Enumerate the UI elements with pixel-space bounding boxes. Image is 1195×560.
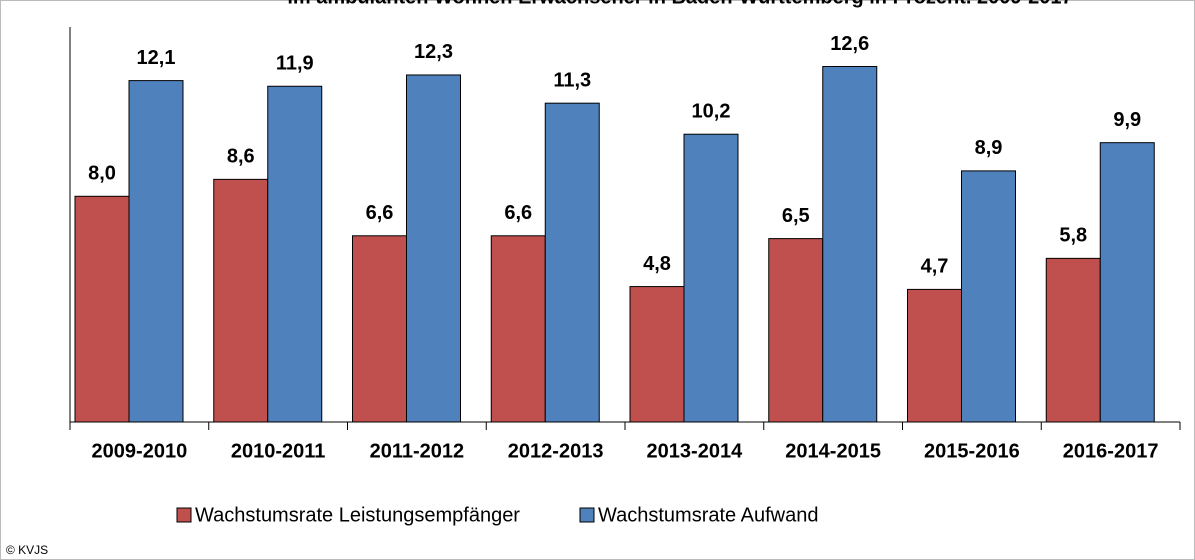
bar xyxy=(1099,142,1155,423)
chart-title: im ambulanten Wohnen Erwachsener in Bade… xyxy=(287,0,1072,8)
data-label: 10,2 xyxy=(692,100,731,122)
data-label: 12,3 xyxy=(414,41,453,63)
legend-swatch xyxy=(176,507,192,523)
data-label: 4,7 xyxy=(921,256,949,278)
x-tick-label: 2011-2012 xyxy=(370,440,465,462)
x-tick-label: 2014-2015 xyxy=(785,440,881,462)
data-label: 12,6 xyxy=(830,33,869,55)
x-tick-label: 2012-2013 xyxy=(508,440,604,462)
bar xyxy=(907,288,962,423)
x-tick-label: 2016-2017 xyxy=(1063,440,1159,462)
source-note: © KVJS xyxy=(6,543,48,557)
bar xyxy=(822,66,878,423)
data-label: 12,1 xyxy=(137,47,176,69)
data-label: 11,3 xyxy=(553,69,591,91)
x-tick-label: 2010-2011 xyxy=(231,440,326,462)
data-label: 8,9 xyxy=(975,137,1003,159)
bar xyxy=(74,195,130,423)
bar xyxy=(213,178,269,423)
data-label: 6,6 xyxy=(366,202,394,224)
bar xyxy=(629,286,685,423)
bar xyxy=(406,74,461,423)
bar xyxy=(267,85,323,423)
data-label: 6,5 xyxy=(782,205,810,227)
data-label: 8,6 xyxy=(227,146,255,168)
x-tick-label: 2013-2014 xyxy=(647,440,744,462)
data-label: 6,6 xyxy=(504,202,532,224)
data-label: 8,0 xyxy=(88,163,116,185)
bar xyxy=(768,238,824,423)
legend-label: Wachstumsrate Aufwand xyxy=(598,504,818,526)
x-tick-label: 2015-2016 xyxy=(924,440,1020,462)
data-label: 5,8 xyxy=(1059,225,1087,247)
bar xyxy=(128,80,184,423)
bar xyxy=(1045,257,1101,423)
legend-swatch xyxy=(579,507,595,523)
data-label: 9,9 xyxy=(1113,109,1141,131)
bar xyxy=(544,102,600,423)
bar xyxy=(961,170,1016,423)
bar xyxy=(683,133,739,423)
x-tick-label: 2009-2010 xyxy=(92,440,188,462)
bar xyxy=(490,235,546,423)
bar xyxy=(352,235,407,423)
data-label: 11,9 xyxy=(276,53,314,75)
legend-label: Wachstumsrate Leistungsempfänger xyxy=(195,504,520,526)
data-label: 4,8 xyxy=(643,253,671,275)
